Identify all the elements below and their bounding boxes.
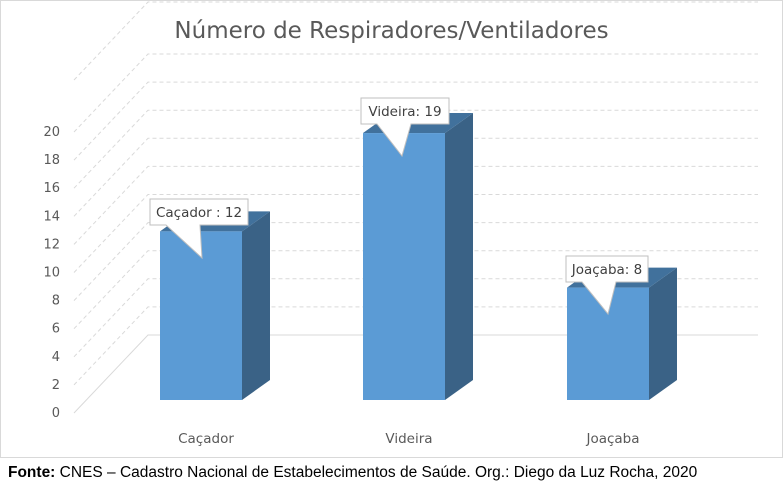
y-tick-label: 4 — [52, 350, 60, 365]
source-text: CNES – Cadastro Nacional de Estabelecime… — [55, 464, 698, 481]
bar-side — [649, 267, 677, 400]
gridline — [73, 278, 758, 358]
source-note: Fonte: CNES – Cadastro Nacional de Estab… — [8, 464, 697, 482]
bars — [160, 113, 677, 401]
chart-title: Número de Respiradores/Ventiladores — [174, 18, 609, 44]
source-label: Fonte: — [8, 464, 56, 481]
y-tick-label: 0 — [52, 406, 60, 421]
gridline — [73, 222, 758, 301]
category-labels: Caçador Videira Joaçaba — [178, 431, 639, 447]
y-tick-labels: 0 2 4 6 8 10 12 14 16 18 20 — [43, 125, 60, 421]
gridline — [73, 137, 758, 217]
y-tick-label: 2 — [52, 378, 60, 393]
y-tick-label: 10 — [43, 266, 60, 281]
gridline — [73, 1, 758, 81]
data-label: Caçador : 12 — [156, 205, 242, 221]
y-tick-label: 12 — [43, 237, 60, 252]
bar — [160, 231, 242, 400]
grid-lines — [73, 1, 758, 414]
y-tick-label: 8 — [52, 294, 60, 309]
category-label: Videira — [385, 431, 432, 447]
y-tick-label: 20 — [43, 125, 60, 140]
data-label-callout — [149, 198, 249, 260]
gridline — [73, 165, 758, 245]
gridline — [73, 334, 758, 414]
bar-side — [445, 113, 473, 401]
gridline — [73, 81, 758, 161]
data-labels: Caçador : 12 Videira: 19 Joaçaba: 8 — [149, 97, 649, 316]
data-label: Videira: 19 — [368, 104, 441, 120]
data-label: Joaçaba: 8 — [571, 262, 642, 278]
category-label: Caçador — [178, 431, 234, 447]
y-tick-label: 18 — [43, 153, 60, 168]
data-label-callout — [360, 97, 450, 158]
y-tick-label: 6 — [52, 322, 60, 337]
gridline — [73, 250, 758, 330]
category-label: Joaçaba — [585, 431, 639, 447]
gridline — [73, 306, 758, 386]
data-label-callout — [565, 255, 649, 316]
y-tick-label: 14 — [43, 209, 60, 224]
bar — [363, 133, 445, 401]
gridline — [73, 53, 758, 133]
gridline — [73, 109, 758, 189]
y-tick-label: 16 — [43, 181, 60, 196]
bar-side — [242, 211, 270, 400]
gridline — [73, 194, 758, 273]
